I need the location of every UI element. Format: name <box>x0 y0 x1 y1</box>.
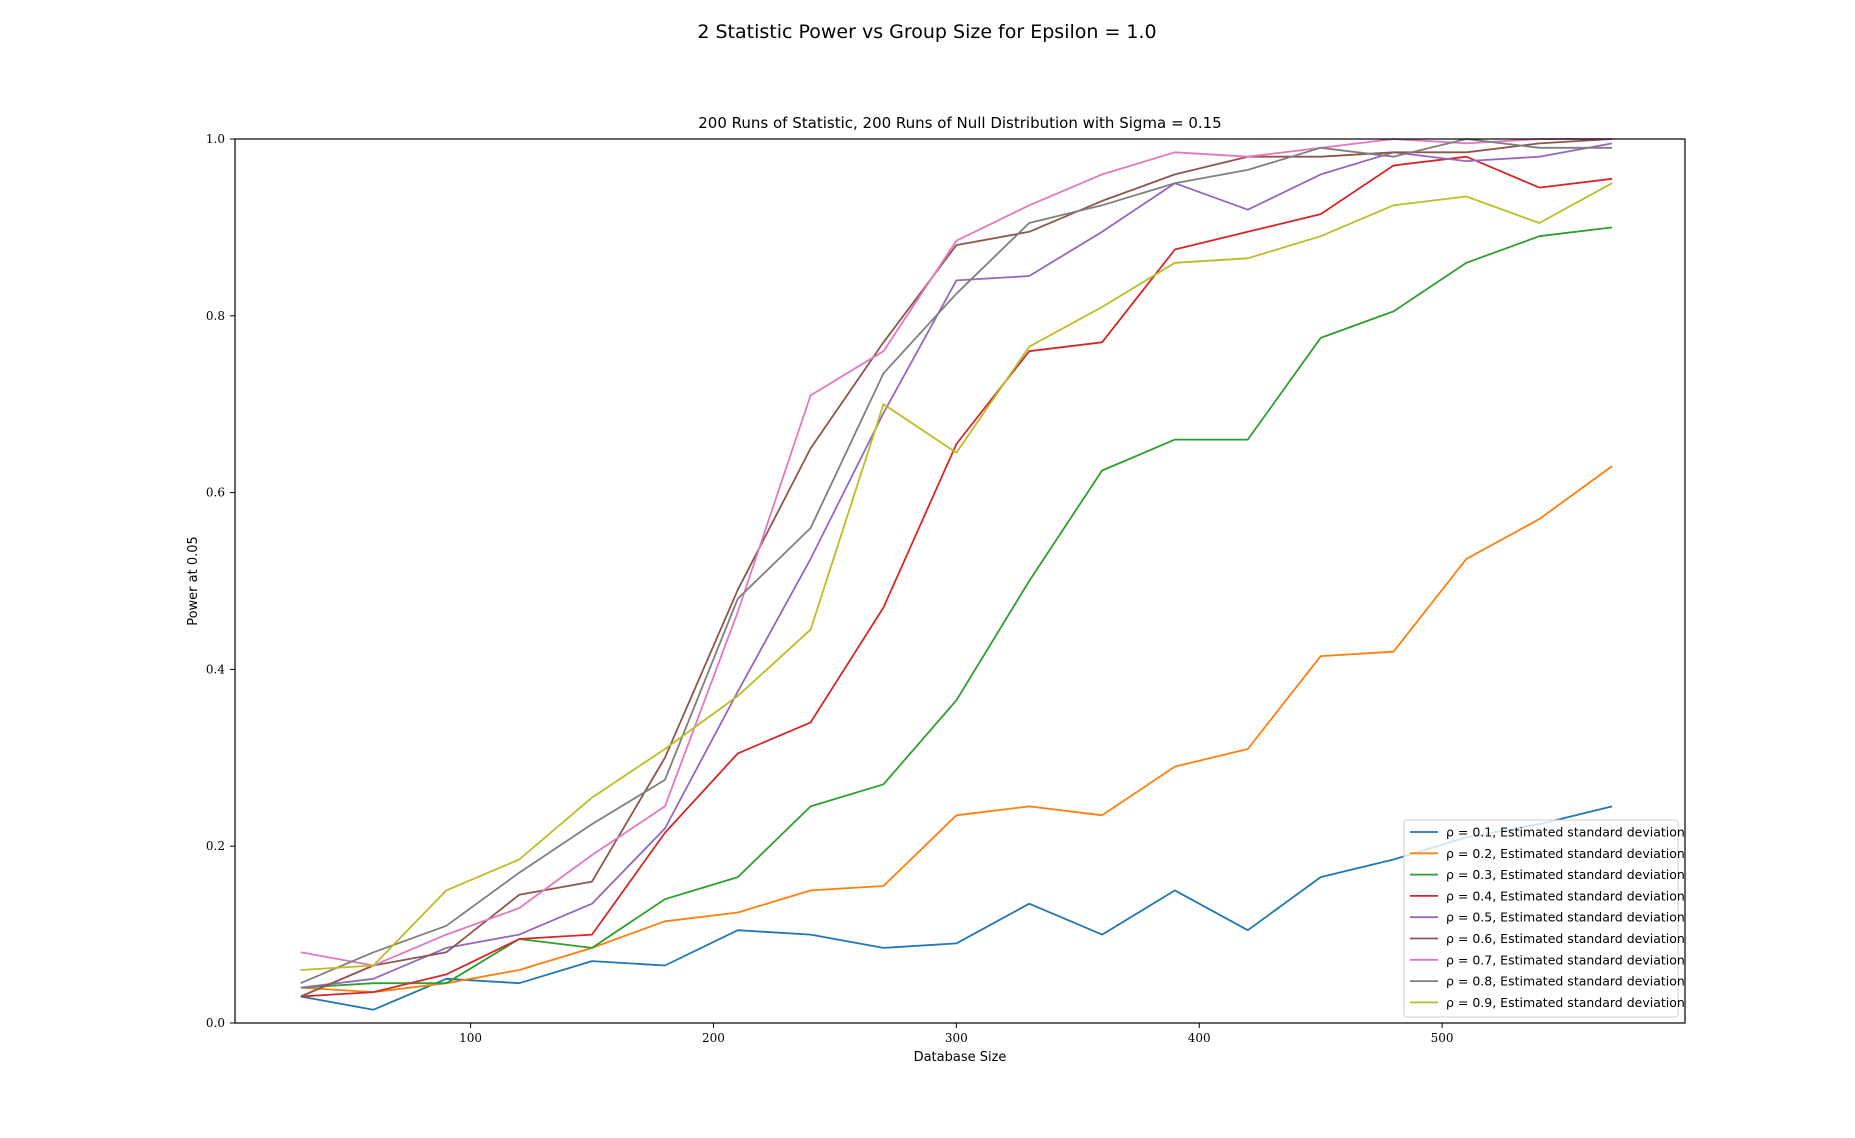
y-tick-label-0: 0.0 <box>206 1016 225 1030</box>
series-line-2 <box>300 465 1613 993</box>
y-tick-label-2: 0.4 <box>206 662 225 676</box>
y-tick-label-4: 0.8 <box>206 309 225 323</box>
legend-label-4: ρ = 0.4, Estimated standard deviation <box>1446 888 1685 903</box>
legend-label-2: ρ = 0.2, Estimated standard deviation <box>1446 846 1685 861</box>
x-tick-label-2: 300 <box>945 1031 968 1045</box>
series-line-1 <box>300 805 1613 1011</box>
x-tick-label-3: 400 <box>1188 1031 1211 1045</box>
legend-label-3: ρ = 0.3, Estimated standard deviation <box>1446 867 1685 882</box>
legend-label-5: ρ = 0.5, Estimated standard deviation <box>1446 910 1685 925</box>
x-tick-label-0: 100 <box>459 1031 482 1045</box>
x-axis: 100 200 300 400 500 <box>459 1023 1454 1045</box>
y-tick-label-5: 1.0 <box>206 132 225 146</box>
series-line-6 <box>300 138 1613 998</box>
legend-label-1: ρ = 0.1, Estimated standard deviation <box>1446 825 1685 840</box>
series-line-8 <box>300 138 1613 985</box>
y-tick-label-1: 0.2 <box>206 839 225 853</box>
legend-label-9: ρ = 0.9, Estimated standard deviation <box>1446 995 1685 1010</box>
legend-label-6: ρ = 0.6, Estimated standard deviation <box>1446 931 1685 946</box>
y-axis-label: Power at 0.05 <box>186 536 201 626</box>
series-line-4 <box>300 155 1613 998</box>
series-line-9 <box>300 182 1613 971</box>
chart-title: 2 Statistic Power vs Group Size for Epsi… <box>697 21 1156 43</box>
legend-label-8: ρ = 0.8, Estimated standard deviation <box>1446 974 1685 989</box>
legend-label-7: ρ = 0.7, Estimated standard deviation <box>1446 952 1685 967</box>
x-tick-label-1: 200 <box>702 1031 725 1045</box>
y-tick-label-3: 0.6 <box>206 486 225 500</box>
y-axis: 0.0 0.2 0.4 0.6 0.8 1.0 <box>206 132 235 1030</box>
legend: ρ = 0.1, Estimated standard deviation ρ =… <box>1403 819 1685 1018</box>
chart-subtitle: 200 Runs of Statistic, 200 Runs of Null … <box>698 114 1221 132</box>
legend-frame <box>1403 819 1679 1018</box>
plot-frame <box>234 138 1686 1024</box>
series-layer <box>300 138 1613 1011</box>
x-tick-label-4: 500 <box>1431 1031 1454 1045</box>
x-axis-label: Database Size <box>914 1050 1007 1065</box>
